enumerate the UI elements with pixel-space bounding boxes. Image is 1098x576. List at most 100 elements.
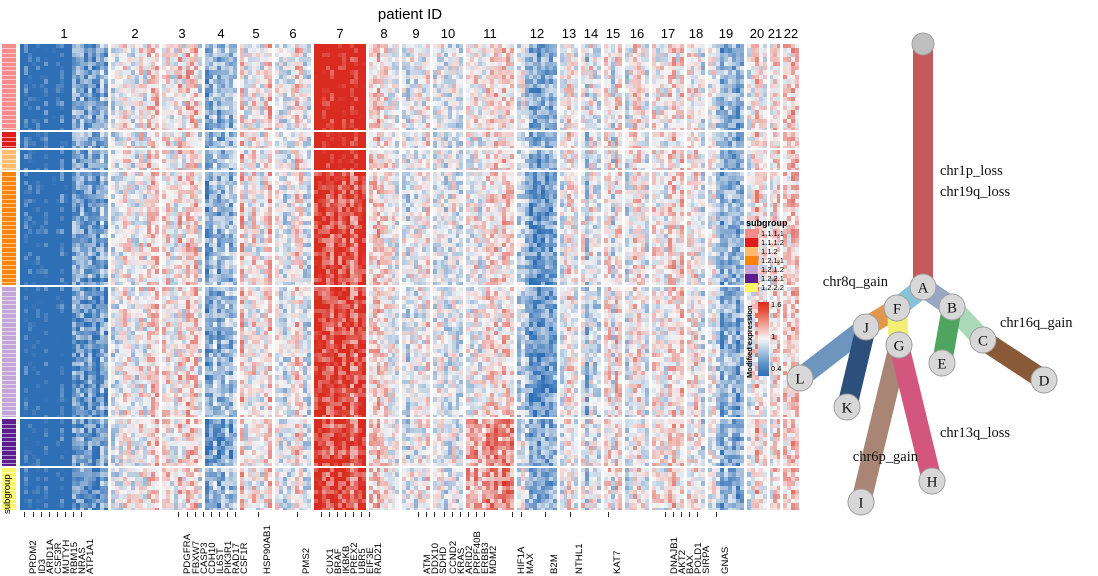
heatmap-cell: [52, 379, 56, 385]
heatmap-cell: [40, 300, 44, 306]
heatmap-cell: [20, 273, 24, 279]
heatmap-cell: [52, 180, 56, 186]
heatmap-cell: [92, 119, 96, 125]
heatmap-cell: [32, 123, 36, 129]
heatmap-cell: [64, 105, 68, 111]
heatmap-cell: [72, 388, 76, 394]
heatmap-cell: [52, 167, 56, 171]
subgroup-row-divider: [2, 269, 16, 271]
heatmap-row: [20, 388, 108, 394]
heatmap-row: [20, 344, 108, 350]
heatmap-row: [20, 255, 108, 261]
heatmap-cell: [56, 330, 60, 336]
chromosome-label-20: 20: [737, 26, 777, 41]
heatmap-cell: [84, 92, 88, 98]
heatmap-cell: [68, 247, 72, 253]
heatmap-cell: [60, 44, 64, 49]
heatmap-cell: [80, 247, 84, 253]
subgroup-row-divider: [2, 74, 16, 76]
heatmap-cell: [48, 57, 52, 63]
heatmap-cell: [72, 379, 76, 385]
heatmap-cell: [44, 61, 48, 67]
heatmap-cell: [20, 361, 24, 367]
heatmap-cell: [80, 260, 84, 266]
subgroup-row-divider: [2, 503, 16, 505]
heatmap-cell: [72, 211, 76, 217]
heatmap-cell: [40, 105, 44, 111]
heatmap-cell: [76, 83, 80, 89]
heatmap-cell: [24, 154, 28, 160]
heatmap-cell: [76, 216, 80, 222]
heatmap-cell: [76, 282, 80, 285]
heatmap-cell: [80, 282, 84, 285]
heatmap-cell: [20, 344, 24, 350]
heatmap-cell: [88, 242, 92, 248]
heatmap-cell: [56, 282, 60, 285]
heatmap-cell: [80, 335, 84, 341]
heatmap-cell: [84, 233, 88, 239]
heatmap-cell: [52, 335, 56, 341]
heatmap-cell: [36, 44, 40, 49]
heatmap-cell: [24, 79, 28, 85]
chromosome-label-4: 4: [195, 26, 247, 41]
heatmap-cell: [20, 70, 24, 76]
heatmap-cell: [60, 154, 64, 160]
heatmap-cell: [88, 105, 92, 111]
heatmap-cell: [72, 322, 76, 328]
heatmap-cell: [76, 52, 80, 58]
subgroup-block-1.1.1.1: [2, 44, 16, 131]
heatmap-cell: [56, 158, 60, 164]
heatmap-cell: [84, 211, 88, 217]
heatmap-cell: [68, 127, 72, 131]
heatmap-cell: [155, 507, 159, 510]
heatmap-cell: [88, 225, 92, 230]
heatmap-cell: [100, 211, 104, 217]
heatmap-cell: [56, 313, 60, 319]
heatmap-cell: [68, 185, 72, 191]
heatmap-cell: [68, 229, 72, 235]
heatmap-cell: [96, 207, 100, 213]
heatmap-cell: [76, 211, 80, 217]
heatmap-cell: [100, 242, 104, 248]
heatmap-cell: [104, 172, 108, 178]
heatmap-cell: [40, 216, 44, 222]
chromosome-label-14: 14: [571, 26, 611, 41]
heatmap-cell: [68, 158, 72, 164]
heatmap-cell: [44, 264, 48, 270]
heatmap-cell: [52, 339, 56, 345]
heatmap-cell: [48, 167, 52, 171]
heatmap-cell: [32, 366, 36, 372]
heatmap-cell: [48, 339, 52, 345]
heatmap-cell: [60, 242, 64, 248]
heatmap-cell: [40, 207, 44, 213]
heatmap-cell: [104, 194, 108, 200]
heatmap-cell: [44, 83, 48, 89]
heatmap-cell: [48, 70, 52, 76]
heatmap-rowgroup-1.2.2.1: [111, 419, 159, 466]
heatmap-cell: [48, 96, 52, 102]
heatmap-cell: [32, 105, 36, 111]
heatmap-cell: [104, 216, 108, 222]
heatmap-cell: [36, 180, 40, 186]
heatmap-cell: [20, 225, 24, 230]
heatmap-cell: [92, 61, 96, 67]
heatmap-cell: [28, 282, 32, 285]
heatmap-cell: [36, 313, 40, 319]
heatmap-cell: [60, 57, 64, 63]
heatmap-cell: [76, 335, 80, 341]
heatmap-rowgroup-1.1.1.2: [111, 132, 159, 148]
heatmap-cell: [20, 357, 24, 363]
heatmap-cell: [104, 136, 108, 142]
heatmap-cell: [40, 176, 44, 182]
heatmap-cell: [28, 220, 32, 226]
heatmap-cell: [92, 88, 96, 94]
heatmap-cell: [92, 180, 96, 186]
heatmap-cell: [68, 114, 72, 120]
heatmap-cell: [92, 158, 96, 164]
heatmap-cell: [40, 52, 44, 58]
heatmap-cell: [68, 70, 72, 76]
chromosome-label-3: 3: [152, 26, 212, 41]
heatmap-cell: [76, 330, 80, 336]
heatmap-row: [20, 233, 108, 239]
heatmap-cell: [48, 180, 52, 186]
